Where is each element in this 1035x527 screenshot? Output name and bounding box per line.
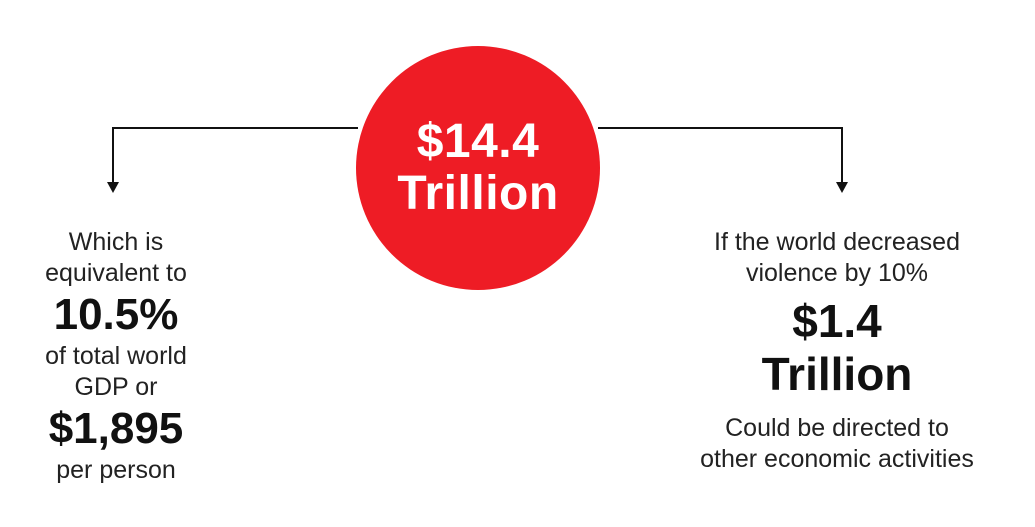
right-intro-line-1: If the world decreased bbox=[714, 228, 960, 256]
violence-reduction-block: If the world decreased violence by 10% $… bbox=[639, 227, 1035, 475]
right-connector-line bbox=[598, 127, 843, 182]
total-cost-value: $14.4 bbox=[416, 115, 540, 168]
right-outro-line-1: Could be directed to bbox=[725, 414, 949, 442]
left-mid-line-2: GDP or bbox=[74, 373, 158, 401]
right-outro-line-2: other economic activities bbox=[700, 445, 974, 473]
gdp-percent-value: 10.5% bbox=[53, 290, 179, 339]
total-cost-circle: $14.4 Trillion bbox=[356, 46, 600, 290]
left-intro-line-1: Which is bbox=[68, 228, 164, 256]
redirect-unit: Trillion bbox=[761, 348, 913, 400]
gdp-equivalent-block: Which is equivalent to 10.5% of total wo… bbox=[0, 227, 232, 486]
per-person-label: per person bbox=[56, 456, 176, 484]
left-connector-line bbox=[112, 127, 358, 182]
right-intro-line-2: violence by 10% bbox=[745, 259, 929, 287]
left-mid-line-1: of total world bbox=[45, 342, 187, 370]
per-person-value: $1,895 bbox=[48, 404, 184, 453]
redirect-value: $1.4 bbox=[792, 295, 882, 347]
left-arrow-head bbox=[107, 182, 119, 193]
right-arrow-head bbox=[836, 182, 848, 193]
left-intro-line-2: equivalent to bbox=[45, 259, 187, 287]
total-cost-unit: Trillion bbox=[397, 167, 559, 220]
